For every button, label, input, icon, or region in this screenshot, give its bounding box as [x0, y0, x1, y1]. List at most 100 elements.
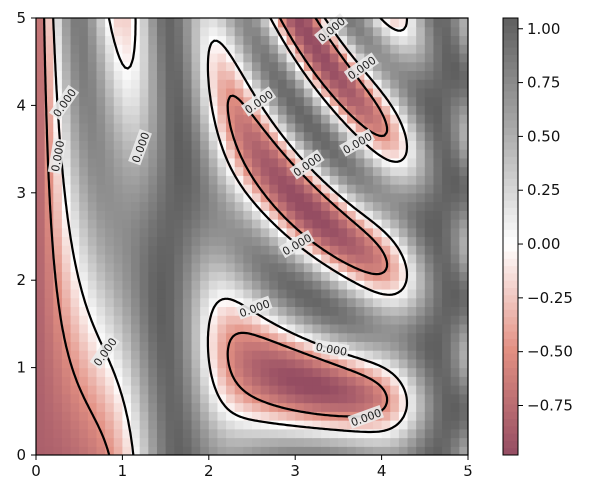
heatmap-cell — [398, 210, 409, 220]
heatmap-cell — [424, 105, 435, 115]
x-tick-label: 1 — [118, 462, 128, 480]
heatmap-cell — [70, 271, 80, 281]
heatmap-cell — [381, 341, 391, 351]
heatmap-cell — [113, 420, 123, 430]
heatmap-cell — [329, 105, 339, 115]
heatmap-cell — [450, 428, 460, 439]
heatmap-cell — [53, 332, 63, 342]
heatmap-cell — [165, 236, 175, 246]
heatmap-cell — [36, 35, 46, 45]
heatmap-cell — [36, 297, 46, 308]
heatmap-cell — [286, 323, 296, 334]
heatmap-cell — [105, 105, 115, 115]
heatmap-cell — [96, 52, 106, 63]
heatmap-cell — [442, 122, 452, 133]
heatmap-cell — [398, 350, 409, 360]
heatmap-cell — [433, 245, 443, 255]
heatmap-cell — [139, 385, 149, 395]
heatmap-cell — [372, 341, 383, 351]
heatmap-cell — [226, 350, 236, 360]
heatmap-cell — [398, 52, 409, 63]
colorbar-swatch — [503, 251, 518, 259]
heatmap-cell — [390, 306, 400, 316]
heatmap-cell — [226, 323, 236, 334]
heatmap-cell — [295, 288, 305, 299]
heatmap-cell — [312, 18, 322, 28]
heatmap-cell — [252, 18, 262, 28]
heatmap-cell — [442, 52, 452, 63]
heatmap-cell — [303, 122, 314, 133]
heatmap-cell — [234, 35, 244, 45]
heatmap-cell — [234, 140, 244, 150]
heatmap-cell — [372, 122, 383, 133]
heatmap-cell — [364, 420, 374, 430]
heatmap-cell — [442, 149, 452, 159]
heatmap-cell — [277, 253, 288, 264]
heatmap-cell — [347, 297, 357, 308]
heatmap-cell — [433, 236, 443, 246]
heatmap-cell — [252, 79, 262, 89]
heatmap-cell — [260, 437, 270, 447]
heatmap-cell — [113, 385, 123, 395]
heatmap-cell — [70, 411, 80, 421]
heatmap-cell — [36, 376, 46, 386]
heatmap-cell — [131, 105, 141, 115]
heatmap-cell — [372, 280, 383, 290]
heatmap-cell — [148, 122, 158, 133]
heatmap-cell — [338, 420, 348, 430]
heatmap-cell — [312, 315, 322, 325]
heatmap-cell — [70, 157, 80, 168]
heatmap-cell — [165, 376, 175, 386]
heatmap-cell — [450, 192, 460, 203]
heatmap-cell — [182, 26, 193, 37]
heatmap-cell — [338, 315, 348, 325]
heatmap-cell — [459, 149, 468, 159]
heatmap-cell — [416, 52, 426, 63]
heatmap-cell — [459, 358, 468, 369]
heatmap-cell — [372, 61, 383, 72]
heatmap-cell — [131, 166, 141, 176]
heatmap-cell — [139, 315, 149, 325]
colorbar-swatch — [503, 258, 518, 267]
heatmap-cell — [70, 26, 80, 37]
heatmap-cell — [105, 219, 115, 229]
heatmap-cell — [148, 105, 158, 115]
heatmap-cell — [355, 236, 365, 246]
heatmap-cell — [398, 402, 409, 412]
heatmap-cell — [390, 428, 400, 439]
colorbar-tick-label: 1.00 — [527, 20, 560, 38]
heatmap-cell — [208, 245, 219, 255]
heatmap-cell — [381, 52, 391, 63]
heatmap-cell — [355, 157, 365, 168]
heatmap-cell — [182, 385, 193, 395]
colorbar-swatch — [503, 185, 518, 194]
heatmap-cell — [269, 437, 279, 447]
heatmap-cell — [416, 236, 426, 246]
heatmap-cell — [105, 402, 115, 412]
heatmap-cell — [329, 446, 339, 455]
heatmap-cell — [321, 323, 331, 334]
heatmap-cell — [87, 70, 98, 80]
heatmap-cell — [217, 192, 227, 203]
heatmap-cell — [174, 437, 184, 447]
heatmap-cell — [61, 52, 72, 63]
heatmap-cell — [381, 166, 391, 176]
heatmap-cell — [243, 385, 253, 395]
heatmap-cell — [450, 140, 460, 150]
heatmap-cell — [208, 131, 219, 141]
heatmap-cell — [243, 420, 253, 430]
heatmap-cell — [295, 420, 305, 430]
heatmap-cell — [372, 227, 383, 238]
heatmap-cell — [433, 105, 443, 115]
heatmap-cell — [105, 253, 115, 264]
heatmap-cell — [44, 262, 54, 273]
heatmap-cell — [442, 96, 452, 106]
heatmap-cell — [165, 210, 175, 220]
heatmap-cell — [79, 18, 89, 28]
heatmap-cell — [433, 166, 443, 176]
heatmap-cell — [252, 315, 262, 325]
heatmap-cell — [131, 184, 141, 194]
heatmap-cell — [156, 288, 167, 299]
heatmap-cell — [260, 306, 270, 316]
heatmap-cell — [459, 140, 468, 150]
